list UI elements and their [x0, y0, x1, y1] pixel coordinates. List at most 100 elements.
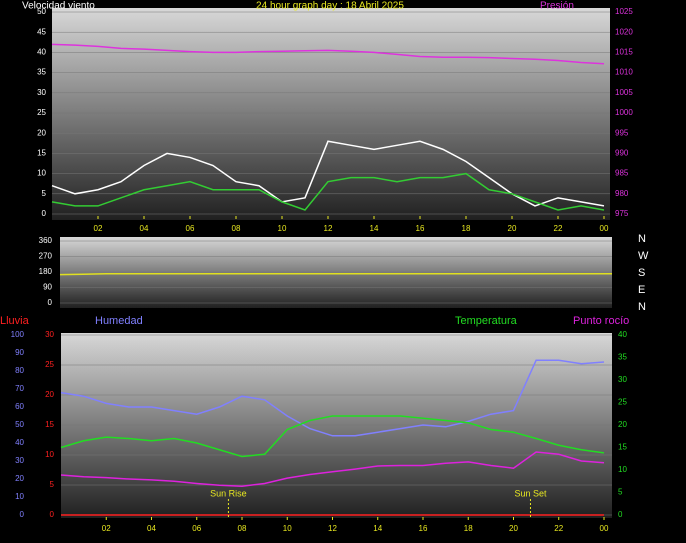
y-tick-label: 40: [37, 48, 46, 57]
x-tick-label: 04: [147, 524, 156, 533]
x-tick-label: 00: [600, 524, 609, 533]
y3-tick-label: 90: [15, 348, 24, 357]
y-tick-label: 30: [37, 88, 46, 97]
y-tick-label: 360: [39, 236, 53, 245]
y-tick-label: 0: [50, 510, 55, 519]
plot-area: [52, 8, 610, 220]
direction-label: W: [638, 250, 649, 262]
y3-tick-label: 50: [15, 420, 24, 429]
y2-tick-label: 20: [618, 420, 627, 429]
x-tick-label: 14: [373, 524, 382, 533]
x-tick-label: 22: [554, 224, 563, 233]
y2-tick-label: 35: [618, 353, 627, 362]
x-tick-label: 10: [278, 224, 287, 233]
y3-tick-label: 100: [11, 330, 25, 339]
y2-tick-label: 1005: [615, 88, 633, 97]
y-tick-label: 15: [37, 149, 46, 158]
annotation: Sun Set: [514, 488, 547, 498]
y-tick-label: 20: [37, 128, 46, 137]
series-line: [59, 272, 612, 276]
y2-tick-label: 975: [615, 209, 629, 218]
x-tick-label: 10: [283, 524, 292, 533]
x-tick-label: 00: [600, 224, 609, 233]
x-tick-label: 18: [464, 524, 473, 533]
y-tick-label: 10: [37, 169, 46, 178]
y2-tick-label: 1010: [615, 68, 633, 77]
y-tick-label: 15: [45, 420, 54, 429]
plot-area: [60, 237, 612, 308]
y3-tick-label: 70: [15, 384, 24, 393]
series-line: [60, 415, 605, 458]
y2-tick-label: 15: [618, 443, 627, 452]
x-tick-label: 12: [328, 524, 337, 533]
y-tick-label: 180: [39, 267, 53, 276]
x-tick-label: 02: [94, 224, 103, 233]
y3-tick-label: 60: [15, 402, 24, 411]
y3-tick-label: 30: [15, 456, 24, 465]
chart-title: 24 hour graph day : 18 Abril 2025: [256, 1, 404, 12]
y2-tick-label: 0: [618, 510, 623, 519]
y2-tick-label: 5: [618, 488, 623, 497]
y-tick-label: 5: [42, 189, 47, 198]
x-tick-label: 06: [192, 524, 201, 533]
y-tick-label: 25: [45, 360, 54, 369]
series-line: [51, 43, 605, 65]
y2-tick-label: 1025: [615, 7, 633, 16]
y-tick-label: 270: [39, 252, 53, 261]
y-tick-label: 10: [45, 450, 54, 459]
y-tick-label: 30: [45, 330, 54, 339]
x-tick-label: 18: [462, 224, 471, 233]
y2-tick-label: 30: [618, 375, 627, 384]
y-tick-label: 90: [43, 283, 52, 292]
x-tick-label: 14: [370, 224, 379, 233]
y2-tick-label: 985: [615, 169, 629, 178]
y3-tick-label: 20: [15, 474, 24, 483]
series-label: Lluvia: [0, 315, 30, 327]
y2-tick-label: 25: [618, 398, 627, 407]
y-tick-label: 50: [37, 7, 46, 16]
y-tick-label: 5: [50, 480, 55, 489]
series-line: [60, 359, 605, 437]
y-tick-label: 0: [48, 298, 53, 307]
direction-label: E: [638, 284, 645, 296]
y-tick-label: 25: [37, 108, 46, 117]
y3-tick-label: 10: [15, 492, 24, 501]
direction-label: N: [638, 301, 646, 313]
x-tick-label: 16: [419, 524, 428, 533]
y2-tick-label: 1020: [615, 27, 633, 36]
y3-tick-label: 80: [15, 366, 24, 375]
x-tick-label: 20: [508, 224, 517, 233]
x-tick-label: 20: [509, 524, 518, 533]
series-label: Punto rocío: [573, 315, 629, 327]
y-tick-label: 45: [37, 27, 46, 36]
annotation: Sun Rise: [210, 488, 247, 498]
y-tick-label: 0: [42, 209, 47, 218]
x-tick-label: 04: [140, 224, 149, 233]
y2-tick-label: 995: [615, 128, 629, 137]
y2-tick-label: 1000: [615, 108, 633, 117]
y-axis-label: Velocidad viento: [22, 1, 95, 12]
y2-axis-label: Presión: [540, 1, 574, 12]
series-line: [51, 172, 605, 211]
y-tick-label: 20: [45, 390, 54, 399]
series-label: Temperatura: [455, 315, 518, 327]
x-tick-label: 16: [416, 224, 425, 233]
series-line: [60, 451, 605, 487]
y-tick-label: 35: [37, 68, 46, 77]
y2-tick-label: 980: [615, 189, 629, 198]
x-tick-label: 08: [232, 224, 241, 233]
y3-tick-label: 0: [20, 510, 25, 519]
x-tick-label: 08: [238, 524, 247, 533]
x-tick-label: 12: [324, 224, 333, 233]
plot-area: [61, 333, 612, 518]
x-tick-label: 02: [102, 524, 111, 533]
direction-label: S: [638, 267, 645, 279]
y2-tick-label: 990: [615, 149, 629, 158]
y2-tick-label: 10: [618, 465, 627, 474]
x-tick-label: 22: [554, 524, 563, 533]
direction-label: N: [638, 233, 646, 245]
y2-tick-label: 1015: [615, 48, 633, 57]
y2-tick-label: 40: [618, 330, 627, 339]
